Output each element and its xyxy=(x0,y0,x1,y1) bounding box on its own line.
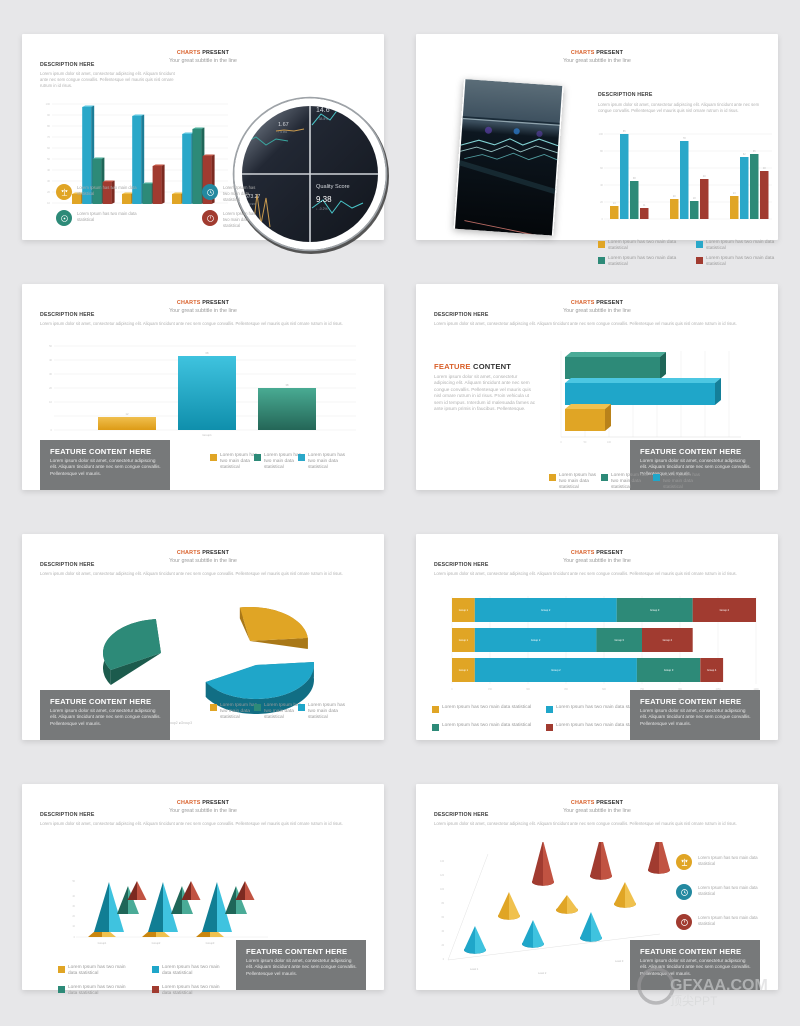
svg-text:600: 600 xyxy=(602,689,607,691)
svg-text:10: 10 xyxy=(72,925,75,928)
svg-text:Group 3: Group 3 xyxy=(664,668,674,672)
svg-text:0: 0 xyxy=(451,689,453,691)
svg-text:Group1: Group1 xyxy=(98,941,107,945)
svg-text:140: 140 xyxy=(440,861,445,863)
svg-text:80: 80 xyxy=(600,149,603,153)
svg-text:80: 80 xyxy=(47,124,50,128)
svg-text:顶尖PPT: 顶尖PPT xyxy=(670,994,718,1008)
svg-text:↑ 38.8%: ↑ 38.8% xyxy=(316,117,328,121)
svg-text:30: 30 xyxy=(47,179,50,183)
svg-text:62: 62 xyxy=(743,153,746,156)
svg-text:78: 78 xyxy=(683,137,686,140)
svg-text:Level 1: Level 1 xyxy=(470,967,479,971)
svg-text:Group 2: Group 2 xyxy=(531,638,541,642)
svg-text:Group 4: Group 4 xyxy=(663,638,673,642)
svg-text:40: 40 xyxy=(703,175,706,178)
svg-text:150: 150 xyxy=(488,689,493,691)
svg-text:Group 2: Group 2 xyxy=(541,608,551,612)
svg-text:10: 10 xyxy=(49,400,52,404)
svg-text:100: 100 xyxy=(607,441,612,444)
svg-text:40: 40 xyxy=(441,931,444,933)
svg-text:100: 100 xyxy=(46,102,51,106)
svg-text:40: 40 xyxy=(47,168,50,172)
svg-text:50: 50 xyxy=(72,880,75,883)
svg-text:40: 40 xyxy=(49,358,52,362)
svg-text:Group 2: Group 2 xyxy=(551,668,561,672)
svg-text:12: 12 xyxy=(126,412,129,416)
svg-text:20: 20 xyxy=(47,190,50,194)
svg-text:Group3: Group3 xyxy=(206,941,215,945)
svg-text:60: 60 xyxy=(47,146,50,150)
svg-text:40: 40 xyxy=(72,895,75,898)
svg-text:9.38: 9.38 xyxy=(316,195,332,204)
svg-text:40: 40 xyxy=(600,183,603,187)
svg-text:Level 3: Level 3 xyxy=(615,959,624,963)
svg-text:38: 38 xyxy=(633,177,636,180)
svg-text:80: 80 xyxy=(441,903,444,905)
svg-text:85: 85 xyxy=(623,130,626,133)
svg-text:20: 20 xyxy=(673,195,676,198)
svg-text:Group 1: Group 1 xyxy=(459,668,469,672)
svg-text:70: 70 xyxy=(47,135,50,139)
svg-text:20: 20 xyxy=(441,945,444,947)
svg-text:68: 68 xyxy=(206,351,209,355)
svg-text:20: 20 xyxy=(49,386,52,390)
svg-text:0: 0 xyxy=(74,936,76,939)
svg-text:Level 2: Level 2 xyxy=(538,971,547,974)
svg-text:Quality Score: Quality Score xyxy=(316,184,350,190)
svg-text:18: 18 xyxy=(693,197,696,200)
svg-text:Group 4: Group 4 xyxy=(720,608,730,612)
svg-text:50: 50 xyxy=(584,441,587,444)
svg-text:↑ 0.9%: ↑ 0.9% xyxy=(278,130,288,134)
svg-text:0: 0 xyxy=(602,217,604,221)
svg-text:50: 50 xyxy=(47,157,50,161)
svg-text:100: 100 xyxy=(440,889,445,891)
svg-text:48: 48 xyxy=(763,167,766,170)
svg-text:100: 100 xyxy=(599,132,604,136)
svg-text:Group 3: Group 3 xyxy=(615,638,625,642)
svg-text:90: 90 xyxy=(47,113,50,117)
svg-text:Group2: Group2 xyxy=(152,941,161,945)
svg-text:0: 0 xyxy=(560,441,562,444)
svg-text:Group 1: Group 1 xyxy=(459,638,469,642)
svg-text:13: 13 xyxy=(613,202,616,205)
svg-text:Group1: Group1 xyxy=(202,433,212,437)
svg-text:38: 38 xyxy=(286,383,289,387)
svg-text:30: 30 xyxy=(49,372,52,376)
svg-text:0: 0 xyxy=(443,959,445,961)
svg-text:23: 23 xyxy=(733,192,736,195)
svg-text:GFXAA.COM: GFXAA.COM xyxy=(670,977,768,994)
svg-text:Group 4: Group 4 xyxy=(707,668,717,672)
svg-text:30: 30 xyxy=(72,905,75,908)
svg-text:20: 20 xyxy=(600,200,603,204)
svg-text:60: 60 xyxy=(600,166,603,170)
svg-text:↓ -0.2%: ↓ -0.2% xyxy=(316,207,328,211)
svg-text:300: 300 xyxy=(526,689,531,691)
svg-text:1.67: 1.67 xyxy=(278,122,289,128)
svg-text:65: 65 xyxy=(753,150,756,153)
svg-text:Group 1: Group 1 xyxy=(459,608,469,612)
svg-text:120: 120 xyxy=(440,875,445,877)
svg-text:10: 10 xyxy=(47,201,50,205)
svg-text:60: 60 xyxy=(441,917,444,919)
svg-text:450: 450 xyxy=(564,689,569,691)
svg-text:11: 11 xyxy=(643,204,646,207)
svg-text:Group 3: Group 3 xyxy=(650,608,660,612)
svg-text:50: 50 xyxy=(49,344,52,348)
svg-text:0: 0 xyxy=(51,428,53,432)
svg-text:20: 20 xyxy=(72,915,75,918)
